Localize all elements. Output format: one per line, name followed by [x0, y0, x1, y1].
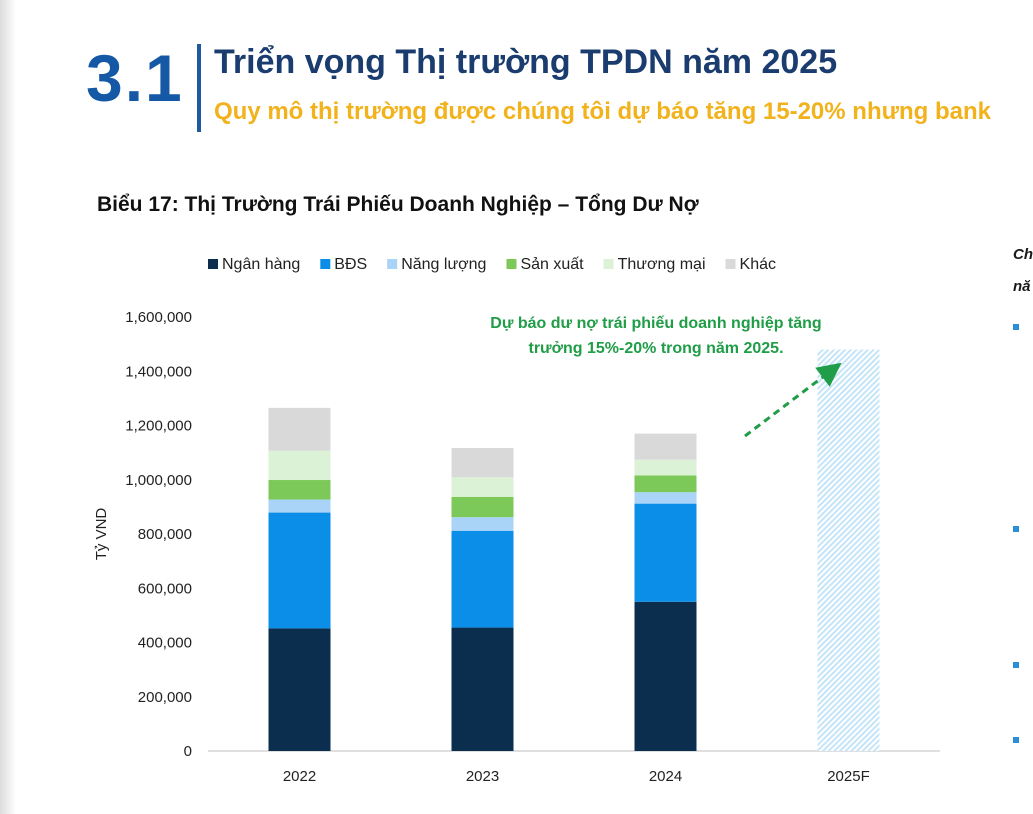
y-axis-label: Tỷ VND: [93, 508, 110, 561]
annotation-text-line1: Dự báo dư nợ trái phiếu doanh nghiệp tăn…: [490, 315, 821, 332]
bar-2022-series-0: [268, 628, 331, 751]
section-number: 3.1: [86, 41, 184, 115]
legend-label-0: Ngân hàng: [222, 256, 300, 273]
side-bullet-4: [1013, 737, 1019, 743]
legend-label-4: Thương mại: [618, 256, 706, 273]
y-tick-label-2: 400,000: [138, 635, 192, 652]
legend-swatch-1: [320, 259, 331, 269]
legend-label-1: BĐS: [334, 256, 367, 273]
bar-2022-series-2: [268, 499, 331, 513]
bar-2023-series-1: [451, 530, 514, 628]
y-tick-label-7: 1,400,000: [125, 363, 192, 380]
page-title: Triển vọng Thị trường TPDN năm 2025: [214, 43, 838, 81]
page-edge-shadow: [0, 0, 16, 814]
y-tick-label-4: 800,000: [138, 526, 192, 543]
bar-2023-series-3: [451, 496, 514, 518]
legend-label-5: Khác: [740, 256, 776, 273]
bar-2023-series-0: [451, 627, 514, 751]
y-tick-label-0: 0: [184, 743, 192, 760]
bar-2024-series-0: [634, 601, 697, 751]
y-tick-label-6: 1,200,000: [125, 418, 192, 435]
stacked-bar-chart: Ngân hàng BĐS Năng lượng Sản xuất Thương mại…: [93, 256, 940, 785]
chart-title: Biểu 17: Thị Trường Trái Phiếu Doanh Ngh…: [97, 193, 699, 216]
page-subtitle: Quy mô thị trường được chúng tôi dự báo …: [214, 98, 991, 125]
bar-2024-series-3: [634, 475, 697, 493]
side-bullet-1: [1013, 324, 1019, 330]
legend-swatch-4: [603, 259, 614, 269]
side-panel-heading-line1: Ch: [1013, 246, 1033, 263]
title-divider: [197, 44, 201, 132]
y-tick-label-8: 1,600,000: [125, 309, 192, 326]
y-tick-label-3: 600,000: [138, 580, 192, 597]
legend-swatch-0: [208, 259, 218, 269]
x-tick-label-2: 2024: [649, 768, 682, 785]
x-tick-label-1: 2023: [466, 768, 499, 785]
side-panel-heading-line2: nă: [1013, 278, 1031, 295]
legend-label-3: Sản xuất: [520, 256, 584, 273]
bar-2022-series-4: [268, 450, 331, 481]
bar-2022-series-1: [268, 512, 331, 629]
side-bullet-2: [1013, 526, 1019, 532]
legend-label-2: Năng lượng: [401, 256, 486, 273]
bar-2022-series-5: [268, 407, 331, 451]
y-tick-label-1: 200,000: [138, 689, 192, 706]
annotation-arrow: [744, 362, 842, 438]
bar-2023-series-5: [451, 448, 514, 478]
x-tick-label-3: 2025F: [827, 768, 870, 785]
x-tick-label-0: 2022: [283, 768, 316, 785]
bar-2022-series-3: [268, 480, 331, 500]
bar-2025F-forecast: [817, 349, 880, 751]
legend-swatch-3: [506, 259, 517, 269]
bar-2024-series-2: [634, 492, 697, 504]
bar-2023-series-2: [451, 517, 514, 531]
bar-2024-series-5: [634, 433, 697, 460]
legend-swatch-5: [725, 259, 736, 269]
bar-2023-series-4: [451, 477, 514, 497]
bar-2024-series-1: [634, 503, 697, 602]
legend-swatch-2: [387, 259, 398, 269]
y-tick-label-5: 1,000,000: [125, 472, 192, 489]
annotation-text-line2: trưởng 15%-20% trong năm 2025.: [528, 340, 783, 357]
side-bullet-3: [1013, 662, 1019, 668]
bar-2024-series-4: [634, 459, 697, 476]
